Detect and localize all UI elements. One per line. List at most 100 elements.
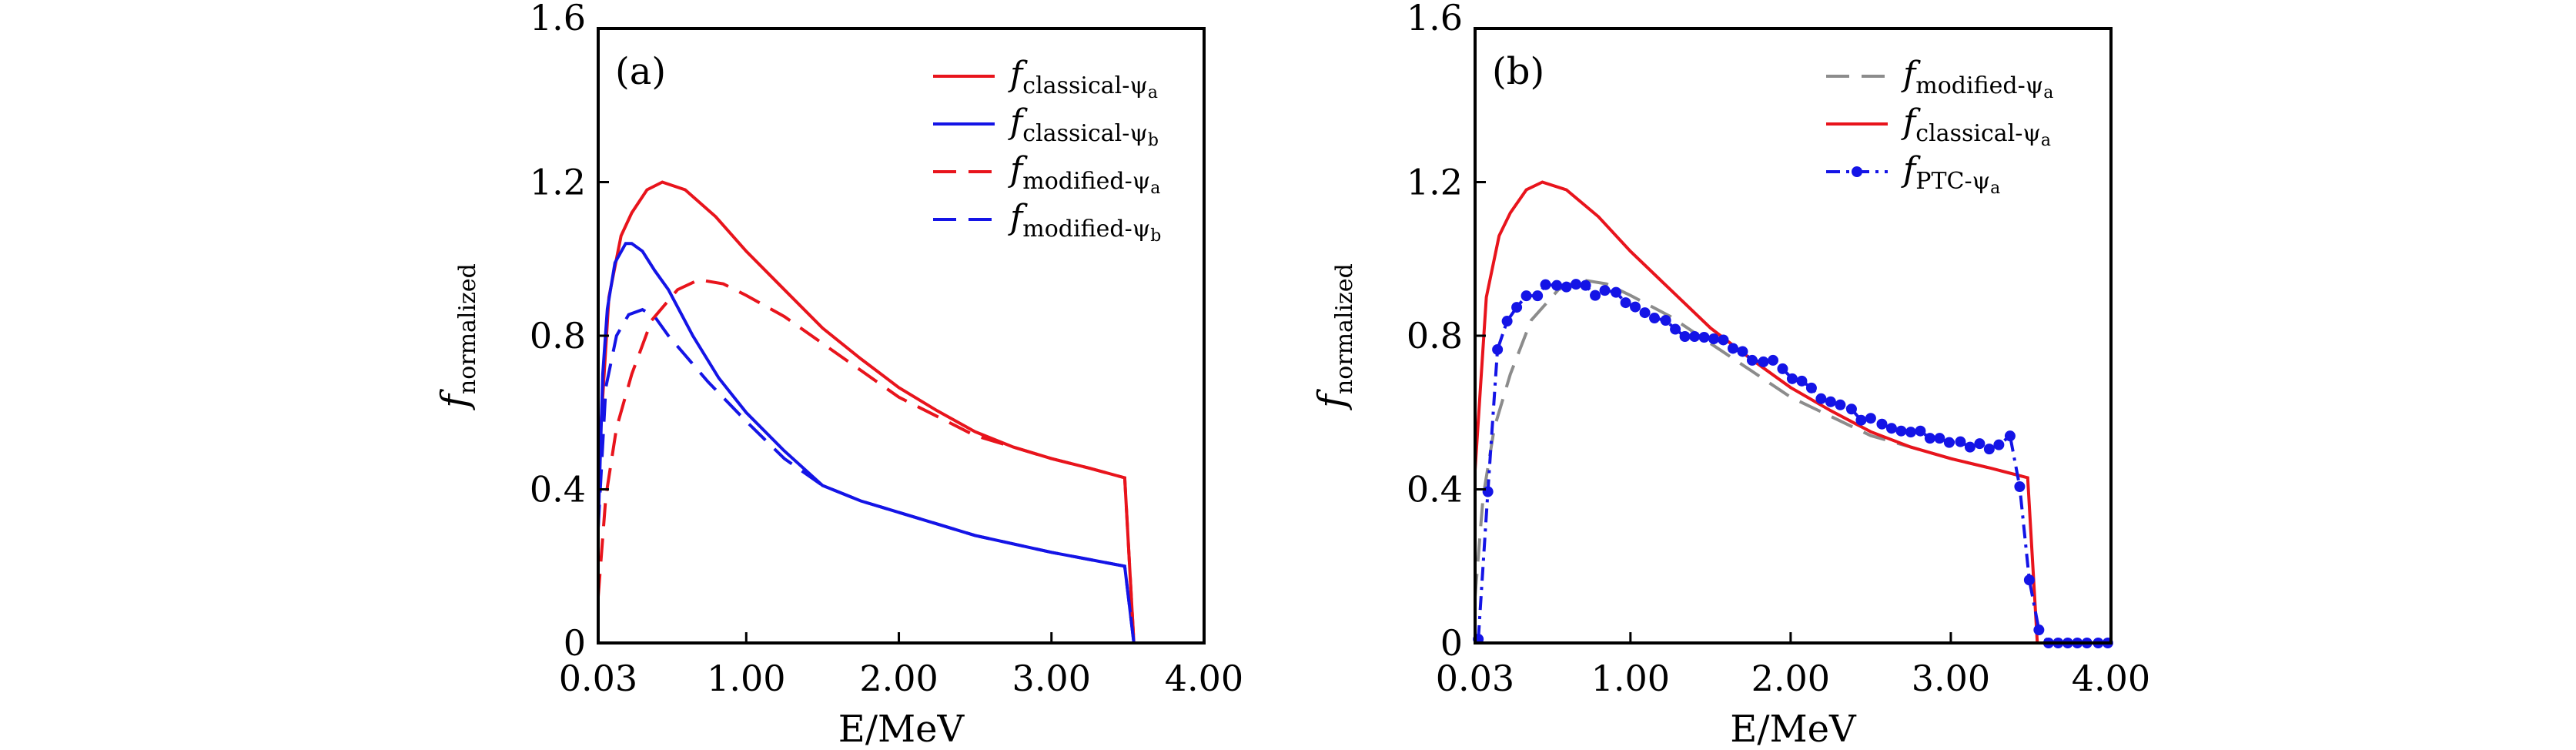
legend-subscript2: a <box>2041 131 2051 150</box>
legend-subscript: modified-ψ <box>1022 168 1150 195</box>
data-point <box>1599 285 1611 296</box>
x-tick-label: 0.03 <box>559 658 637 699</box>
x-tick-label: 3.00 <box>1012 658 1091 699</box>
data-point <box>1895 425 1907 437</box>
data-point <box>1551 280 1563 291</box>
data-point <box>1983 444 1995 455</box>
data-point <box>1915 425 1926 437</box>
data-point <box>1865 413 1876 424</box>
data-point <box>2014 481 2026 493</box>
data-point <box>1580 280 1591 291</box>
data-point <box>1993 439 2005 450</box>
x-tick-label: 2.00 <box>859 658 938 699</box>
y-tick-label: 0 <box>564 622 586 664</box>
data-point <box>1974 438 1986 450</box>
x-tick-label: 4.00 <box>2072 658 2150 699</box>
x-axis-label: E/MeV <box>1730 708 1857 750</box>
legend-entry: fclassical-ψa <box>1901 102 2051 150</box>
data-point <box>1492 343 1504 355</box>
data-point <box>2004 430 2016 442</box>
series-line <box>1477 283 2108 643</box>
y-tick-label: 0.4 <box>1407 469 1463 511</box>
data-point <box>1540 279 1551 290</box>
data-point <box>1746 354 1758 366</box>
data-point <box>1845 403 1857 415</box>
data-point <box>1777 363 1788 374</box>
x-tick-label: 4.00 <box>1165 658 1243 699</box>
y-axis-label-sub: normalized <box>454 263 481 394</box>
data-point <box>1876 418 1888 430</box>
data-point <box>1737 346 1748 357</box>
x-tick-label: 0.03 <box>1436 658 1514 699</box>
data-point <box>1924 433 1935 444</box>
data-point <box>1611 286 1622 298</box>
legend-subscript2: b <box>1148 131 1159 150</box>
data-point <box>1964 441 1975 453</box>
legend-subscript2: a <box>1150 179 1160 198</box>
y-axis-label: fnormalized <box>1310 263 1358 410</box>
data-point <box>1679 330 1691 342</box>
data-point <box>1698 331 1710 343</box>
data-point <box>2033 624 2045 636</box>
data-point <box>1805 382 1817 393</box>
data-point <box>1670 323 1681 335</box>
legend-entry: fPTC-ψa <box>1901 150 2000 198</box>
y-tick-label: 1.6 <box>1407 0 1463 39</box>
data-point <box>1934 433 1945 444</box>
y-axis-label: fnormalized <box>433 263 481 410</box>
y-tick-label: 0.4 <box>530 469 586 511</box>
y-axis-label-sub: normalized <box>1331 263 1358 394</box>
legend-subscript: classical-ψ <box>1022 72 1148 99</box>
legend-subscript: modified-ψ <box>1022 216 1150 243</box>
data-point <box>1482 486 1494 497</box>
panel-a: 0.03 1.00 2.00 3.00 4.00 0 0.4 0.8 1.2 1.6 E/MeV fn… <box>433 0 1243 750</box>
x-tick-label: 1.00 <box>707 658 785 699</box>
x-axis-label: E/MeV <box>838 708 965 750</box>
data-point <box>1532 290 1544 302</box>
y-tick-label: 0.8 <box>1407 315 1463 357</box>
legend-subscript2: b <box>1150 226 1161 246</box>
x-tick-label: 1.00 <box>1591 658 1670 699</box>
legend-subscript2: a <box>1148 83 1158 102</box>
data-point <box>1815 393 1827 404</box>
y-tick-label: 1.6 <box>530 0 586 39</box>
data-point <box>1521 290 1532 302</box>
legend-entry: fclassical-ψa <box>1008 55 1158 102</box>
data-point <box>1796 375 1808 387</box>
y-tick-label: 1.2 <box>1407 162 1463 203</box>
data-point <box>1758 356 1769 367</box>
y-tick-label: 1.2 <box>530 162 586 203</box>
data-point <box>1786 373 1798 384</box>
y-tick-label: 0 <box>1440 622 1463 664</box>
data-point <box>1620 297 1631 309</box>
panel-label: (a) <box>615 50 666 93</box>
data-point <box>1689 330 1701 342</box>
data-point <box>1943 437 1955 448</box>
legend-entry: fmodified-ψa <box>1901 55 2053 102</box>
data-point <box>1571 279 1582 290</box>
legend-subscript: PTC-ψ <box>1915 168 1990 195</box>
x-tick-label: 3.00 <box>1912 658 1990 699</box>
data-point <box>2023 574 2035 586</box>
data-point <box>1561 281 1572 293</box>
legend-subscript2: a <box>2043 83 2053 102</box>
data-point <box>1501 316 1513 327</box>
data-point <box>1708 333 1720 344</box>
panel-label: (b) <box>1492 50 1544 93</box>
legend-entry: fmodified-ψb <box>1008 198 1161 246</box>
legend-subscript: modified-ψ <box>1915 72 2043 99</box>
y-tick-label: 0.8 <box>530 315 586 357</box>
series-line <box>598 307 1204 643</box>
data-point <box>1855 414 1867 426</box>
series-line <box>1475 180 2039 643</box>
legend-subscript: classical-ψ <box>1915 120 2041 147</box>
data-point <box>1630 301 1641 313</box>
data-point <box>1718 334 1729 346</box>
series-line <box>598 278 1204 643</box>
data-point <box>1905 427 1916 438</box>
data-point <box>1639 307 1651 319</box>
data-point <box>1660 315 1671 326</box>
series-line <box>598 180 1204 643</box>
data-point <box>1590 290 1601 301</box>
